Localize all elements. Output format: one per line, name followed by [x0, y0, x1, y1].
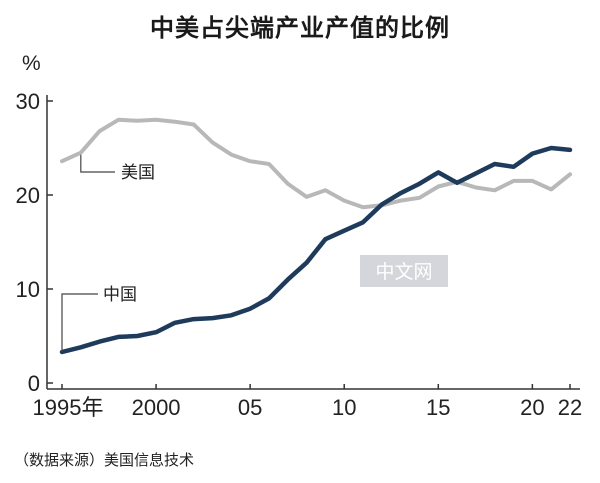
- x-tick-label: 10: [332, 395, 356, 420]
- x-tick-label: 15: [426, 395, 450, 420]
- series-line-0: [60, 117, 572, 210]
- y-tick-label: 30: [16, 89, 40, 114]
- tick-labels: % 0 10 20 30 1995年 2000 05 10 15 20 22: [16, 52, 583, 420]
- china-series-label: 中国: [103, 285, 137, 305]
- watermark: 中文网: [360, 255, 448, 287]
- x-tick-label: 20: [520, 395, 544, 420]
- china-label-leader: [61, 293, 98, 352]
- chart-title: 中美占尖端产业产值的比例: [150, 14, 450, 42]
- series-line-1: [59, 145, 573, 355]
- x-tick-label: 05: [238, 395, 262, 420]
- us-series-label: 美国: [121, 163, 155, 183]
- x-tick-label: 1995年: [33, 395, 104, 420]
- x-tick-label: 2000: [132, 395, 181, 420]
- source-note: （数据来源）美国信息技术: [14, 451, 195, 469]
- y-tick-label: 10: [16, 277, 40, 302]
- us-label-leader: [80, 154, 115, 173]
- series-lines: [59, 117, 573, 355]
- watermark-box: [360, 255, 448, 287]
- y-axis-unit: %: [22, 52, 41, 75]
- axes: [46, 95, 580, 390]
- x-tick-label: 22: [558, 395, 582, 420]
- y-tick-label: 0: [28, 371, 40, 396]
- watermark-text: 中文网: [375, 261, 432, 283]
- y-tick-label: 20: [16, 183, 40, 208]
